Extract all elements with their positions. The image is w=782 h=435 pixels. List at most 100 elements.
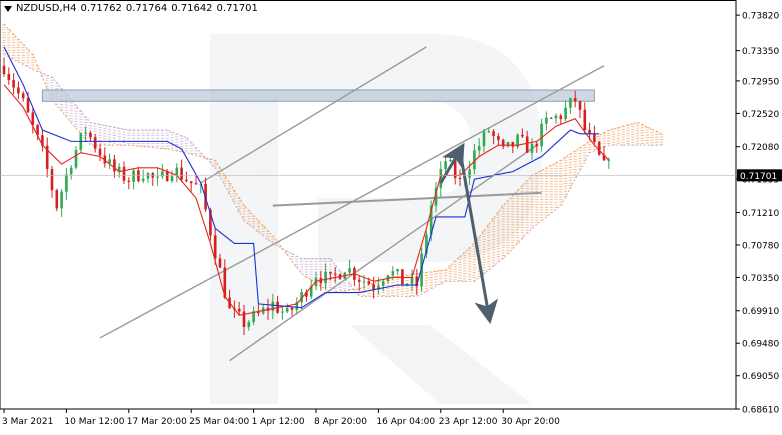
cloud-dot [535, 185, 539, 187]
cloud-dot [554, 173, 558, 175]
cloud-dot [487, 232, 491, 234]
cloud-dot [636, 127, 640, 129]
cloud-dot [492, 239, 496, 240]
ichimoku-lines [3, 46, 610, 316]
candle-body [439, 168, 443, 188]
cloud-dot [228, 193, 232, 195]
cloud-dot [525, 219, 529, 221]
cloud-dot [309, 276, 313, 278]
candle-body [535, 143, 539, 147]
cloud-dot [530, 198, 534, 200]
cloud-dot [525, 224, 529, 226]
cloud-dot [132, 132, 136, 134]
cloud-dot [108, 139, 112, 141]
cloud-dot [530, 222, 534, 224]
cloud-dot [367, 295, 371, 297]
candle-body [530, 143, 534, 153]
cloud-dot [84, 119, 88, 121]
cloud-dot [223, 183, 227, 185]
cloud-dot [16, 49, 20, 51]
cloud-dot [487, 240, 491, 242]
cloud-dot [506, 223, 510, 225]
cloud-dot [496, 217, 500, 219]
cloud-dot [544, 180, 548, 182]
cloud-dot [64, 107, 68, 109]
candle-body [165, 171, 169, 182]
cloud-dot [141, 137, 145, 139]
cloud-dot [525, 190, 529, 192]
cloud-dot [405, 290, 409, 292]
cloud-dot [631, 131, 635, 133]
cloud-dot [232, 193, 236, 195]
kijun-sen-line [3, 46, 600, 309]
cloud-dot [448, 278, 452, 280]
cloud-dot [525, 222, 529, 223]
cloud-dot [645, 127, 649, 128]
cloud-dot [396, 281, 400, 283]
cloud-dot [616, 132, 620, 134]
x-tick-label: 10 Mar 12:00 [64, 417, 124, 427]
cloud-dot [93, 126, 97, 127]
cloud-dot [477, 239, 481, 241]
symbol-dropdown-icon[interactable] [4, 5, 12, 12]
cloud-dot [516, 206, 520, 208]
cloud-dot [544, 183, 548, 185]
cloud-dot [535, 191, 539, 192]
cloud-dot [520, 214, 524, 215]
cloud-dot [554, 170, 558, 172]
cloud-dot [559, 168, 563, 169]
cloud-dot [554, 162, 558, 164]
cloud-dot [357, 291, 361, 293]
cloud-dot [655, 141, 659, 143]
cloud-dot [295, 266, 299, 268]
cloud-dot [496, 235, 500, 237]
cloud-dot [108, 131, 112, 133]
cloud-dot [453, 268, 457, 270]
cloud-dot [12, 57, 16, 59]
candle-body [516, 134, 519, 147]
cloud-dot [578, 147, 582, 149]
cloud-dot [175, 136, 179, 138]
cloud-dot [640, 142, 644, 144]
cloud-dot [463, 252, 467, 254]
cloud-dot [636, 140, 640, 142]
cloud-dot [405, 287, 409, 289]
cloud-dot [496, 253, 500, 255]
cloud-dot [69, 107, 73, 109]
cloud-dot [492, 233, 496, 235]
cloud-dot [141, 132, 145, 134]
cloud-dot [496, 256, 500, 258]
candle-body [569, 98, 572, 108]
candle-body [372, 284, 375, 290]
cloud-dot [64, 104, 68, 106]
cloud-dot [444, 275, 448, 276]
cloud-dot [530, 190, 534, 192]
cloud-dot [640, 132, 644, 134]
cloud-dot [314, 271, 318, 273]
cloud-dot [444, 272, 448, 274]
cloud-dot [535, 201, 539, 203]
cloud-dot [228, 185, 232, 187]
cloud-dot [636, 138, 640, 139]
cloud-dot [453, 276, 457, 278]
cloud-dot [396, 291, 400, 293]
cloud-dot [434, 278, 438, 280]
cloud-dot [549, 209, 553, 211]
cloud-dot [165, 145, 169, 147]
cloud-dot [468, 263, 472, 265]
cloud-dot [616, 130, 620, 132]
cloud-dot [448, 270, 452, 272]
cloud-dot [333, 288, 337, 290]
cloud-dot [156, 143, 160, 144]
cloud-dot [12, 52, 16, 54]
cloud-dot [79, 124, 83, 126]
cloud-dot [516, 234, 520, 236]
candle-body [410, 276, 414, 284]
candle-body [132, 170, 135, 182]
cloud-dot [79, 121, 83, 123]
cloud-dot [170, 144, 174, 146]
cloud-dot [487, 242, 491, 244]
cloud-dot [31, 57, 35, 58]
cloud-dot [165, 132, 169, 134]
cloud-dot [540, 193, 544, 195]
